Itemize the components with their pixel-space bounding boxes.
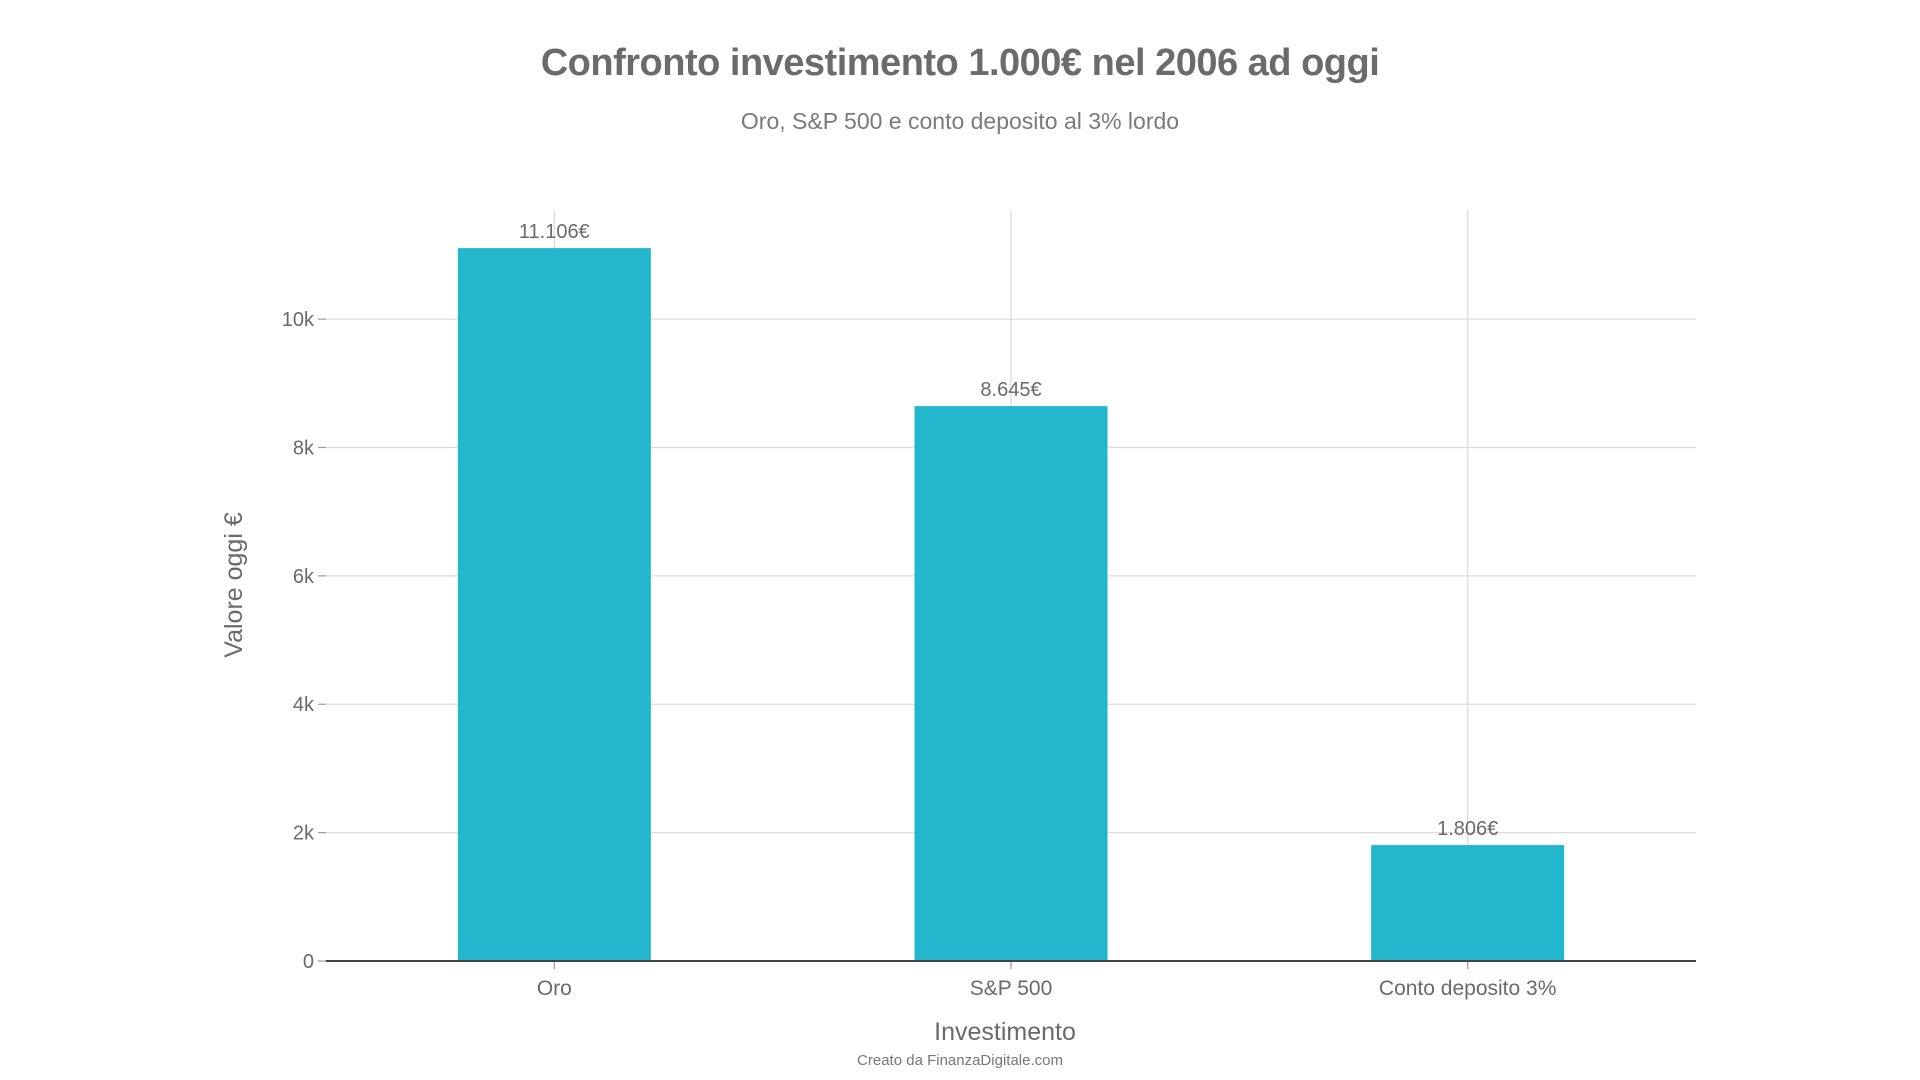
y-tick-label: 6k bbox=[293, 566, 315, 588]
data-label: 8.645€ bbox=[980, 379, 1041, 401]
x-tick-label: Conto deposito 3% bbox=[1379, 977, 1556, 1000]
chart-subtitle: Oro, S&P 500 e conto deposito al 3% lord… bbox=[740, 108, 1180, 134]
x-tick-label: S&P 500 bbox=[970, 977, 1053, 1000]
bar-oro bbox=[457, 248, 651, 961]
x-tick-label: Oro bbox=[537, 977, 572, 1000]
y-tick-label: 8k bbox=[293, 437, 315, 459]
y-tick-label: 0 bbox=[303, 951, 314, 973]
chart-title: Confronto investimento 1.000€ nel 2006 a… bbox=[540, 42, 1380, 84]
footer-credit: Creato da FinanzaDigitale.com bbox=[857, 1052, 1063, 1069]
y-axis: 0 2k 4k 6k 8k 10k bbox=[282, 309, 326, 973]
y-tick-label: 10k bbox=[282, 309, 315, 331]
bar-s-p-500 bbox=[914, 406, 1108, 961]
bars: 11.106€ 8.645€ 1.806€ bbox=[457, 221, 1565, 961]
y-tick-label: 4k bbox=[293, 694, 315, 716]
data-label: 1.806€ bbox=[1437, 818, 1498, 840]
data-label: 11.106€ bbox=[519, 221, 590, 243]
bar-conto-deposito-3 bbox=[1371, 845, 1565, 961]
y-axis-title: Valore oggi € bbox=[220, 512, 248, 658]
y-tick-label: 2k bbox=[293, 823, 315, 845]
x-axis-title: Investimento bbox=[934, 1018, 1076, 1046]
x-axis: Oro S&P 500 Conto deposito 3% bbox=[326, 960, 1696, 1000]
